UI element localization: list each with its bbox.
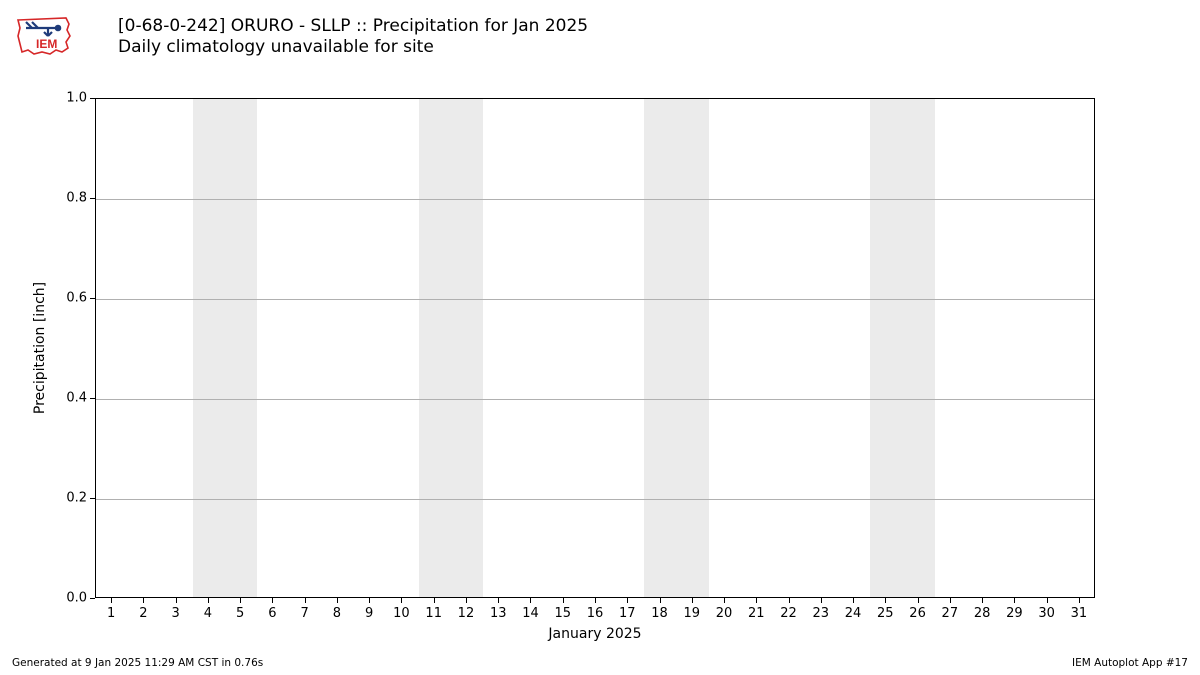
x-tick-label: 14 bbox=[522, 606, 539, 621]
x-tick-label: 21 bbox=[748, 606, 765, 621]
x-tick-label: 16 bbox=[587, 606, 604, 621]
x-tick-label: 24 bbox=[845, 606, 862, 621]
x-tick-label: 25 bbox=[877, 606, 894, 621]
weekend-band bbox=[419, 99, 484, 597]
x-tick bbox=[111, 598, 112, 603]
x-tick-label: 20 bbox=[716, 606, 733, 621]
x-tick bbox=[982, 598, 983, 603]
x-tick bbox=[498, 598, 499, 603]
y-tick-label: 0.8 bbox=[57, 191, 87, 206]
x-tick-label: 5 bbox=[236, 606, 244, 621]
footer-generated: Generated at 9 Jan 2025 11:29 AM CST in … bbox=[12, 657, 263, 669]
x-tick bbox=[627, 598, 628, 603]
x-tick bbox=[724, 598, 725, 603]
x-tick bbox=[305, 598, 306, 603]
weekend-band bbox=[870, 99, 935, 597]
x-tick-label: 19 bbox=[683, 606, 700, 621]
y-axis-label: Precipitation [inch] bbox=[32, 282, 48, 414]
x-tick bbox=[240, 598, 241, 603]
x-tick-label: 8 bbox=[333, 606, 341, 621]
x-tick bbox=[434, 598, 435, 603]
x-tick bbox=[950, 598, 951, 603]
grid-line bbox=[96, 399, 1094, 400]
grid-line bbox=[96, 199, 1094, 200]
y-tick bbox=[90, 198, 95, 199]
x-tick-label: 11 bbox=[425, 606, 442, 621]
x-tick-label: 30 bbox=[1038, 606, 1055, 621]
y-tick bbox=[90, 298, 95, 299]
y-tick-label: 0.4 bbox=[57, 391, 87, 406]
x-tick-label: 31 bbox=[1071, 606, 1088, 621]
x-tick-label: 18 bbox=[651, 606, 668, 621]
x-tick bbox=[595, 598, 596, 603]
x-tick bbox=[563, 598, 564, 603]
x-tick-label: 7 bbox=[301, 606, 309, 621]
x-tick bbox=[337, 598, 338, 603]
x-tick bbox=[176, 598, 177, 603]
y-tick-label: 0.0 bbox=[57, 591, 87, 606]
iem-logo: IEM bbox=[12, 12, 76, 60]
y-tick-label: 0.2 bbox=[57, 491, 87, 506]
y-tick bbox=[90, 98, 95, 99]
grid-line bbox=[96, 299, 1094, 300]
chart-title-line2: Daily climatology unavailable for site bbox=[118, 37, 588, 58]
x-tick bbox=[789, 598, 790, 603]
x-tick bbox=[401, 598, 402, 603]
x-tick bbox=[208, 598, 209, 603]
chart-title-line1: [0-68-0-242] ORURO - SLLP :: Precipitati… bbox=[118, 16, 588, 37]
y-tick bbox=[90, 498, 95, 499]
grid-line bbox=[96, 499, 1094, 500]
x-tick bbox=[1014, 598, 1015, 603]
x-tick-label: 23 bbox=[813, 606, 830, 621]
x-tick-label: 4 bbox=[204, 606, 212, 621]
x-tick-label: 28 bbox=[974, 606, 991, 621]
x-tick bbox=[660, 598, 661, 603]
x-tick bbox=[692, 598, 693, 603]
x-tick bbox=[466, 598, 467, 603]
weekend-band bbox=[644, 99, 709, 597]
x-tick-label: 13 bbox=[490, 606, 507, 621]
y-tick bbox=[90, 598, 95, 599]
x-tick-label: 15 bbox=[554, 606, 571, 621]
x-tick-label: 10 bbox=[393, 606, 410, 621]
x-tick-label: 27 bbox=[942, 606, 959, 621]
y-tick-label: 0.6 bbox=[57, 291, 87, 306]
y-tick bbox=[90, 398, 95, 399]
weekend-band bbox=[193, 99, 258, 597]
x-tick-label: 26 bbox=[909, 606, 926, 621]
plot-area bbox=[95, 98, 1095, 598]
x-tick bbox=[918, 598, 919, 603]
x-tick bbox=[143, 598, 144, 603]
x-tick bbox=[821, 598, 822, 603]
x-tick bbox=[756, 598, 757, 603]
x-tick-label: 29 bbox=[1006, 606, 1023, 621]
y-tick-label: 1.0 bbox=[57, 91, 87, 106]
x-tick bbox=[1079, 598, 1080, 603]
x-tick bbox=[369, 598, 370, 603]
x-tick bbox=[853, 598, 854, 603]
chart-title: [0-68-0-242] ORURO - SLLP :: Precipitati… bbox=[118, 16, 588, 59]
x-tick-label: 22 bbox=[780, 606, 797, 621]
footer-app: IEM Autoplot App #17 bbox=[1072, 657, 1188, 669]
x-tick bbox=[530, 598, 531, 603]
x-tick-label: 9 bbox=[365, 606, 373, 621]
x-tick bbox=[272, 598, 273, 603]
x-tick-label: 6 bbox=[268, 606, 276, 621]
svg-text:IEM: IEM bbox=[36, 37, 57, 51]
x-tick bbox=[885, 598, 886, 603]
x-tick-label: 12 bbox=[458, 606, 475, 621]
x-tick-label: 3 bbox=[172, 606, 180, 621]
x-tick-label: 17 bbox=[619, 606, 636, 621]
x-tick-label: 2 bbox=[139, 606, 147, 621]
x-tick bbox=[1047, 598, 1048, 603]
x-axis-label: January 2025 bbox=[548, 626, 641, 642]
x-tick-label: 1 bbox=[107, 606, 115, 621]
